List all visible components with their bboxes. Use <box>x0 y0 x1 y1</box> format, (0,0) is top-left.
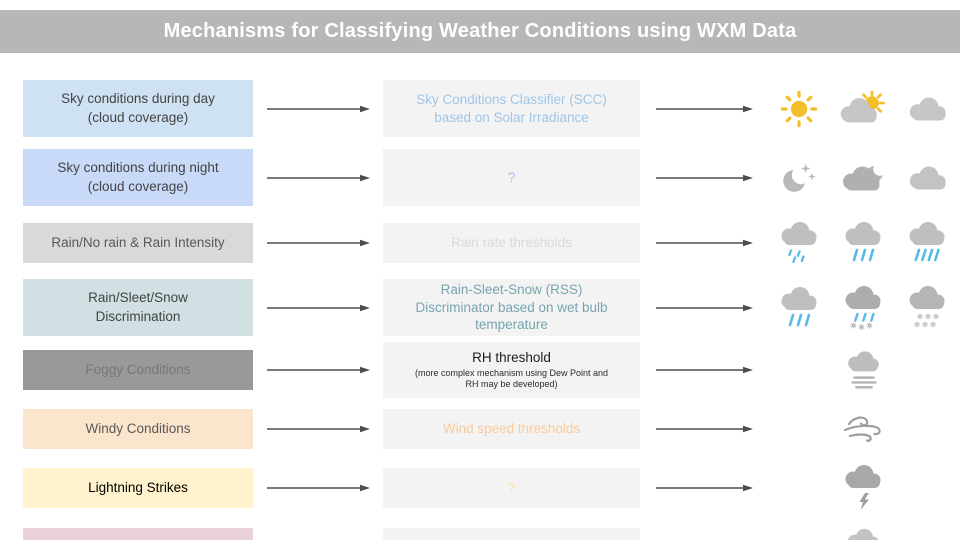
mechanism-box: Sky Conditions Classifier (SCC) based on… <box>383 80 640 137</box>
row-windy: Windy Conditions Wind speed thresholds <box>23 404 960 454</box>
result-icons <box>767 84 960 134</box>
page-title: Mechanisms for Classifying Weather Condi… <box>163 20 797 42</box>
mechanism-box: Rain-Sleet-Snow (RSS) Discriminator base… <box>383 279 640 336</box>
category-label: Lightning Strikes <box>23 468 253 508</box>
arrow-right-icon <box>253 173 383 183</box>
wind-icon <box>831 404 895 454</box>
title-bar: Mechanisms for Classifying Weather Condi… <box>0 10 960 53</box>
arrow-right-icon <box>640 104 767 114</box>
hail-cloud-icon <box>831 523 895 540</box>
category-label: Windy Conditions <box>23 409 253 449</box>
mechanism-box: Rain rate thresholds <box>383 223 640 263</box>
arrow-right-icon <box>253 104 383 114</box>
row-lightning: Lightning Strikes ? <box>23 463 960 513</box>
cloud-icon <box>895 153 959 203</box>
sleet-icon <box>831 283 895 333</box>
mechanism-text: ? <box>507 480 516 496</box>
mechanism-box: RH threshold (more complex mechanism usi… <box>383 342 640 398</box>
result-icons <box>767 404 960 454</box>
mechanism-text: RH threshold <box>472 350 551 366</box>
arrow-right-icon <box>253 483 383 493</box>
mechanism-box: ? <box>383 528 640 540</box>
mechanism-box: ? <box>383 468 640 508</box>
arrow-right-icon <box>640 424 767 434</box>
mechanism-text: ? <box>507 169 516 185</box>
category-label: Sky conditions during night (cloud cover… <box>23 149 253 206</box>
arrow-right-icon <box>640 238 767 248</box>
mechanism-text: Wind speed thresholds <box>442 421 581 437</box>
mechanism-note: (more complex mechanism using Dew Point … <box>414 368 609 390</box>
snow-icon <box>895 283 959 333</box>
cloud-moon-icon <box>831 153 895 203</box>
mechanism-box: ? <box>383 149 640 206</box>
arrow-right-icon <box>640 365 767 375</box>
category-label: Rain/No rain & Rain Intensity <box>23 223 253 263</box>
arrow-right-icon <box>640 303 767 313</box>
row-rain-intensity: Rain/No rain & Rain Intensity Rain rate … <box>23 218 960 268</box>
row-rain-sleet-snow: Rain/Sleet/Snow Discrimination Rain-Slee… <box>23 279 960 336</box>
rain-heavy-icon <box>895 218 959 268</box>
row-sky-day: Sky conditions during day (cloud coverag… <box>23 80 960 137</box>
result-icons <box>767 283 960 333</box>
category-label: Rain/Sleet/Snow Discrimination <box>23 279 253 336</box>
arrow-right-icon <box>640 173 767 183</box>
arrow-right-icon <box>640 483 767 493</box>
result-icons <box>767 218 960 268</box>
moon-stars-icon <box>767 153 831 203</box>
rain-light-icon <box>767 218 831 268</box>
lightning-cloud-icon <box>831 463 895 513</box>
rain-moderate-icon <box>831 218 895 268</box>
fog-icon <box>831 345 895 395</box>
diagram: Sky conditions during day (cloud coverag… <box>23 80 960 540</box>
mechanism-text: Rain rate thresholds <box>451 235 572 251</box>
arrow-right-icon <box>253 238 383 248</box>
mechanism-text: Rain-Sleet-Snow (RSS) Discriminator base… <box>415 282 608 333</box>
arrow-right-icon <box>253 424 383 434</box>
cloud-icon <box>895 84 959 134</box>
mechanism-text: Sky Conditions Classifier (SCC) based on… <box>416 91 607 125</box>
category-label: Foggy Conditions <box>23 350 253 390</box>
row-foggy: Foggy Conditions RH threshold (more comp… <box>23 342 960 398</box>
rain-icon <box>767 283 831 333</box>
row-hailstorm: Hailstorm ? <box>23 523 960 540</box>
mechanism-box: Wind speed thresholds <box>383 409 640 449</box>
sun-behind-cloud-icon <box>831 84 895 134</box>
row-sky-night: Sky conditions during night (cloud cover… <box>23 149 960 206</box>
sun-icon <box>767 84 831 134</box>
result-icons <box>767 345 960 395</box>
category-label: Hailstorm <box>23 528 253 540</box>
result-icons <box>767 523 960 540</box>
category-label: Sky conditions during day (cloud coverag… <box>23 80 253 137</box>
arrow-right-icon <box>253 365 383 375</box>
result-icons <box>767 153 960 203</box>
arrow-right-icon <box>253 303 383 313</box>
result-icons <box>767 463 960 513</box>
